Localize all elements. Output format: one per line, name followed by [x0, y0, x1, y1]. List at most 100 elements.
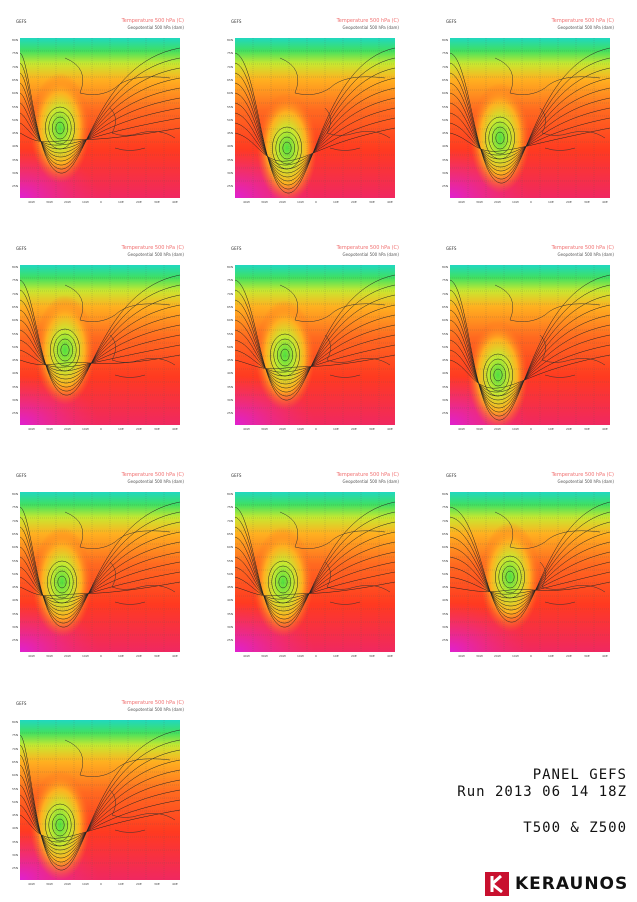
panel-header: GEFS Temperature 500 hPa (C) Geopotential … — [6, 700, 186, 736]
panel-header: GEFS Temperature 500 hPa (C) Geopotential … — [221, 18, 401, 54]
lon-tick: 20W — [494, 654, 501, 658]
lat-tick: 65N — [227, 304, 234, 309]
lat-tick: 40N — [12, 826, 19, 831]
lat-tick: 25N — [227, 638, 234, 643]
lon-tick: 40W — [28, 427, 35, 431]
lat-tick: 55N — [12, 331, 19, 336]
lat-tick: 35N — [442, 157, 449, 162]
map-panel: GEFS Temperature 500 hPa (C) Geopotential … — [436, 18, 616, 216]
lat-tick: 50N — [12, 799, 19, 804]
lat-tick: 70N — [227, 291, 234, 296]
lat-tick: 25N — [12, 411, 19, 416]
y-axis-label — [434, 78, 444, 198]
lat-tick: 70N — [227, 64, 234, 69]
lon-tick: 10E — [548, 427, 554, 431]
lat-tick: 65N — [442, 531, 449, 536]
lat-tick: 80N — [442, 38, 449, 42]
lat-tick: 70N — [12, 746, 19, 751]
lat-tick: 45N — [12, 358, 19, 363]
lat-tick: 70N — [442, 518, 449, 523]
lat-tick: 50N — [12, 344, 19, 349]
lat-tick: 50N — [442, 117, 449, 122]
field-label: T500 & Z500 — [523, 820, 627, 836]
lon-tick: 30W — [46, 200, 53, 204]
lat-tick: 55N — [227, 104, 234, 109]
lat-tick: 25N — [12, 184, 19, 189]
lon-tick: 40E — [172, 654, 178, 658]
model-label: GEFS — [16, 473, 27, 478]
lon-tick: 10W — [82, 427, 89, 431]
lat-tick: 65N — [12, 304, 19, 309]
keraunos-logo: KERAUNOS — [485, 872, 630, 896]
lat-tick: 70N — [12, 291, 19, 296]
lon-tick: 30W — [261, 654, 268, 658]
map-panel: GEFS Temperature 500 hPa (C) Geopotential … — [436, 245, 616, 443]
lon-tick: 10E — [333, 200, 339, 204]
lat-tick: 80N — [12, 720, 19, 724]
lat-tick: 65N — [442, 304, 449, 309]
lat-tick: 30N — [12, 625, 19, 629]
weather-map — [450, 265, 610, 425]
lon-tick: 30E — [154, 882, 160, 886]
lat-tick: 60N — [12, 91, 19, 96]
map-panel: GEFS Temperature 500 hPa (C) Geopotential … — [6, 700, 186, 898]
lat-tick: 50N — [12, 117, 19, 122]
lon-tick: 30W — [261, 427, 268, 431]
lon-tick: 20E — [351, 654, 357, 658]
lon-tick: 0 — [100, 427, 102, 431]
field-title: Temperature 500 hPa (C) — [551, 472, 614, 478]
lat-tick: 30N — [12, 398, 19, 402]
field-title: Temperature 500 hPa (C) — [121, 700, 184, 706]
lon-tick: 30W — [476, 427, 483, 431]
lat-tick: 75N — [442, 505, 449, 510]
lat-tick: 30N — [442, 625, 449, 629]
map-panel: GEFS Temperature 500 hPa (C) Geopotential … — [436, 472, 616, 670]
lat-tick: 80N — [12, 492, 19, 496]
map-panel: GEFS Temperature 500 hPa (C) Geopotential … — [6, 18, 186, 216]
field-title-2: Geopotential 500 hPa (dam) — [557, 25, 614, 30]
model-label: GEFS — [231, 246, 242, 251]
lat-tick: 55N — [442, 558, 449, 563]
panel-header: GEFS Temperature 500 hPa (C) Geopotential … — [6, 245, 186, 281]
lon-tick: 20E — [566, 427, 572, 431]
lat-tick: 25N — [12, 866, 19, 871]
field-title: Temperature 500 hPa (C) — [551, 245, 614, 251]
model-label: GEFS — [446, 246, 457, 251]
lon-tick: 10E — [118, 654, 124, 658]
map-panel: GEFS Temperature 500 hPa (C) Geopotential … — [6, 245, 186, 443]
lat-tick: 70N — [12, 518, 19, 523]
lat-tick: 45N — [442, 131, 449, 136]
field-title-2: Geopotential 500 hPa (dam) — [127, 707, 184, 712]
panel-header: GEFS Temperature 500 hPa (C) Geopotential … — [6, 472, 186, 508]
lat-tick: 70N — [12, 64, 19, 69]
lon-tick: 0 — [100, 200, 102, 204]
lon-tick: 40W — [243, 427, 250, 431]
lat-tick: 50N — [227, 344, 234, 349]
model-label: GEFS — [446, 19, 457, 24]
model-label: GEFS — [231, 473, 242, 478]
y-axis-label — [434, 532, 444, 652]
field-title: Temperature 500 hPa (C) — [121, 245, 184, 251]
lon-tick: 20E — [351, 200, 357, 204]
lon-tick: 20E — [136, 427, 142, 431]
lat-tick: 75N — [442, 278, 449, 283]
lat-tick: 30N — [12, 171, 19, 175]
lon-tick: 20W — [279, 200, 286, 204]
lon-tick: 20W — [64, 882, 71, 886]
lon-tick: 30W — [476, 200, 483, 204]
field-title-2: Geopotential 500 hPa (dam) — [342, 25, 399, 30]
lat-tick: 75N — [12, 733, 19, 738]
lat-tick: 80N — [442, 492, 449, 496]
lat-tick: 75N — [227, 505, 234, 510]
lon-tick: 20E — [566, 200, 572, 204]
lon-tick: 40W — [243, 200, 250, 204]
lat-tick: 50N — [227, 117, 234, 122]
lat-tick: 60N — [442, 91, 449, 96]
lat-tick: 75N — [12, 278, 19, 283]
lon-tick: 10E — [333, 654, 339, 658]
weather-map — [235, 38, 395, 198]
lon-tick: 10E — [548, 200, 554, 204]
lon-tick: 40W — [243, 654, 250, 658]
lon-tick: 10E — [118, 427, 124, 431]
field-title-2: Geopotential 500 hPa (dam) — [342, 252, 399, 257]
